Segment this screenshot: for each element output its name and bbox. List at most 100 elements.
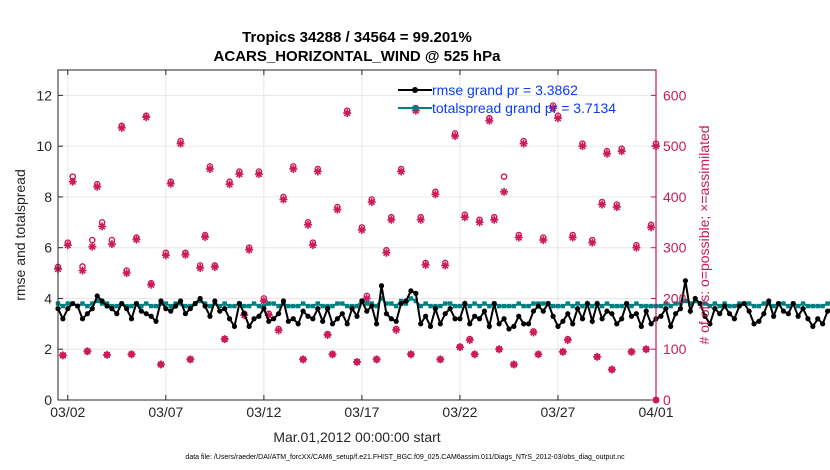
obs-assimilated-marker bbox=[313, 167, 322, 176]
rmse-series-marker bbox=[677, 306, 684, 312]
spread-series-marker bbox=[506, 303, 512, 309]
rmse-series-marker bbox=[550, 313, 556, 319]
obs-assimilated-marker bbox=[647, 223, 656, 232]
rmse-series-marker bbox=[403, 298, 409, 304]
rmse-series-marker bbox=[197, 295, 203, 302]
spread-series-marker bbox=[114, 303, 120, 309]
rmse-series-marker bbox=[447, 306, 453, 312]
obs-assimilated-marker bbox=[509, 360, 518, 369]
rmse-series-marker bbox=[163, 306, 169, 312]
rmse-series-marker bbox=[673, 311, 679, 317]
obs-assimilated-marker bbox=[279, 195, 288, 204]
rmse-series-marker bbox=[462, 300, 468, 307]
rmse-series-marker bbox=[579, 316, 586, 322]
spread-series-marker bbox=[330, 303, 335, 309]
spread-series-marker bbox=[580, 303, 585, 309]
rmse-series-marker bbox=[800, 306, 806, 312]
spread-series-marker bbox=[786, 303, 791, 309]
spread-series-marker bbox=[751, 303, 757, 309]
spread-series-marker bbox=[457, 303, 463, 309]
rmse-series-marker bbox=[775, 300, 782, 307]
obs-assimilated-marker bbox=[441, 261, 450, 270]
spread-series-marker bbox=[207, 303, 213, 309]
spread-series-marker bbox=[501, 303, 507, 309]
obs-assimilated-marker bbox=[529, 328, 538, 337]
rmse-series-marker bbox=[320, 318, 326, 324]
obs-assimilated-marker bbox=[598, 200, 607, 209]
rmse-series-marker bbox=[574, 306, 581, 312]
rmse-series-marker bbox=[648, 321, 654, 327]
spread-series-marker bbox=[251, 301, 257, 306]
y-right-tick-label: 600 bbox=[663, 87, 687, 103]
rmse-series-marker bbox=[599, 316, 605, 322]
rmse-series-marker bbox=[173, 303, 179, 309]
rmse-series-marker bbox=[687, 308, 693, 314]
obs-assimilated-marker bbox=[328, 350, 337, 359]
obs-assimilated-marker bbox=[490, 215, 499, 224]
obs-assimilated-marker bbox=[107, 240, 116, 249]
y-tick-label: 10 bbox=[36, 138, 52, 154]
rmse-series-marker bbox=[300, 308, 306, 314]
obs-possible-marker bbox=[89, 236, 96, 244]
rmse-series-marker bbox=[70, 300, 76, 307]
spread-series-marker bbox=[815, 303, 820, 309]
rmse-series-marker bbox=[584, 300, 590, 307]
legend-spread-label: totalspread grand pr = 3.7134 bbox=[432, 100, 616, 116]
rmse-series-marker bbox=[231, 323, 238, 329]
y-tick-label: 0 bbox=[44, 392, 52, 408]
chart-title: Tropics 34288 / 34564 = 99.201% bbox=[242, 29, 472, 46]
spread-series-marker bbox=[95, 298, 100, 304]
spread-series-marker bbox=[820, 303, 825, 309]
spread-series-marker bbox=[423, 301, 428, 306]
rmse-series-marker bbox=[717, 311, 723, 317]
rmse-series-marker bbox=[128, 316, 135, 322]
obs-assimilated-marker bbox=[68, 177, 77, 186]
spread-series-marker bbox=[795, 303, 801, 309]
obs-assimilated-marker bbox=[181, 250, 190, 259]
y-axis-label: rmse and totalspread bbox=[12, 169, 28, 301]
rmse-series-marker bbox=[290, 316, 296, 322]
spread-series-marker bbox=[683, 298, 688, 304]
rmse-series-marker bbox=[324, 306, 331, 312]
rmse-series-marker bbox=[594, 300, 600, 307]
rmse-series-marker bbox=[84, 311, 91, 317]
obs-assimilated-marker bbox=[588, 238, 597, 247]
obs-assimilated-marker bbox=[245, 245, 254, 254]
rmse-series-marker bbox=[707, 321, 713, 327]
spread-series-marker bbox=[648, 303, 654, 309]
rmse-series-marker bbox=[633, 311, 639, 317]
rmse-series-marker bbox=[604, 308, 610, 314]
obs-assimilated-marker bbox=[98, 222, 107, 231]
obs-assimilated-marker bbox=[353, 357, 361, 366]
spread-series-marker bbox=[531, 301, 536, 306]
spread-series-marker bbox=[727, 303, 732, 309]
rmse-series-marker bbox=[741, 300, 747, 307]
rmse-series-marker bbox=[168, 308, 174, 314]
rmse-series-marker bbox=[476, 316, 483, 322]
y-tick-label: 6 bbox=[44, 240, 52, 256]
rmse-series-marker bbox=[491, 300, 497, 307]
rmse-series-marker bbox=[726, 311, 733, 317]
rmse-series-marker bbox=[148, 313, 154, 319]
obs-assimilated-marker bbox=[558, 347, 567, 356]
obs-assimilated-marker bbox=[627, 347, 636, 356]
legend: rmse grand pr = 3.3862 totalspread grand … bbox=[398, 82, 616, 116]
x-tick-label: 03/02 bbox=[50, 404, 85, 420]
obs-assimilated-marker bbox=[367, 198, 376, 206]
spread-series-marker bbox=[555, 303, 561, 309]
spread-series-marker bbox=[413, 298, 419, 304]
spread-series-marker bbox=[521, 303, 526, 309]
rmse-series-marker bbox=[177, 298, 184, 304]
spread-series-marker bbox=[271, 301, 276, 306]
spread-series-marker bbox=[702, 301, 708, 306]
obs-assimilated-marker bbox=[392, 325, 401, 334]
rmse-series-marker bbox=[236, 300, 242, 307]
obs-assimilated-marker bbox=[333, 205, 342, 214]
spread-series-marker bbox=[305, 303, 311, 309]
obs-assimilated-marker bbox=[127, 350, 136, 359]
rmse-series-marker bbox=[756, 318, 762, 324]
spread-series-marker bbox=[364, 301, 370, 306]
rmse-series-marker bbox=[472, 313, 478, 319]
spread-series-marker bbox=[550, 303, 556, 309]
rmse-series-marker bbox=[501, 316, 507, 322]
